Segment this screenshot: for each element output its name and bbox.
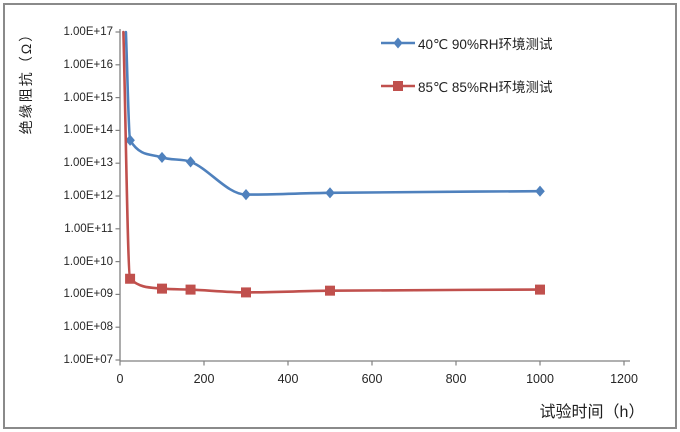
y-axis-tick-label: 1.00E+09 xyxy=(63,288,113,301)
y-axis-tick-label: 1.00E+14 xyxy=(63,124,113,137)
legend-swatch-diamond-icon xyxy=(381,37,415,49)
chart-border xyxy=(3,3,677,429)
x-axis-tick-label: 600 xyxy=(361,372,383,386)
y-axis-title: 绝缘阻抗（Ω） xyxy=(18,25,34,135)
legend-label-85c-85rh: 85℃ 85%RH环境测试 xyxy=(418,80,553,95)
series-0-marker-diamond-icon xyxy=(241,189,251,201)
series-0-marker-diamond-icon xyxy=(125,134,135,146)
series-1-marker-square-icon xyxy=(185,284,196,295)
series-1-marker-square-icon xyxy=(241,287,251,298)
x-axis-tick-label: 800 xyxy=(445,372,467,386)
series-1-marker-square-icon xyxy=(125,273,136,284)
legend-label-40c-90rh: 40℃ 90%RH环境测试 xyxy=(418,37,553,52)
series-0-marker-diamond-icon xyxy=(535,185,545,197)
legend-swatch-square-icon xyxy=(381,81,415,91)
x-axis-title: 试验时间（h） xyxy=(539,404,645,421)
y-axis-tick-label: 1.00E+15 xyxy=(63,91,113,104)
y-axis-tick-label: 1.00E+17 xyxy=(63,26,113,38)
series-0-marker-diamond-icon xyxy=(325,187,335,199)
x-axis-tick-label: 1000 xyxy=(526,372,554,386)
legend-item-85c-85rh: 85℃ 85%RH环境测试 xyxy=(380,78,553,95)
x-axis-tick-label: 400 xyxy=(277,372,299,386)
series-1-marker-square-icon xyxy=(157,283,167,294)
series-0-marker-diamond-icon xyxy=(185,156,196,168)
y-axis-tick-label: 1.00E+12 xyxy=(63,190,113,202)
legend-item-40c-90rh: 40℃ 90%RH环境测试 xyxy=(380,35,553,52)
x-axis-tick-label: 0 xyxy=(116,372,124,386)
legend: 40℃ 90%RH环境测试 85℃ 85%RH环境测试 xyxy=(380,0,580,110)
series-0-marker-diamond-icon xyxy=(157,151,167,164)
y-axis-tick-label: 1.00E+13 xyxy=(63,157,113,170)
y-axis-tick-label: 1.00E+10 xyxy=(63,255,113,268)
y-axis-tick-label: 1.00E+16 xyxy=(63,58,113,71)
x-axis-tick-label: 200 xyxy=(193,372,215,386)
y-axis-tick-label: 1.00E+07 xyxy=(63,354,113,366)
x-axis-tick-label: 1200 xyxy=(610,372,638,386)
y-axis-tick-label: 1.00E+11 xyxy=(64,222,113,235)
series-1-marker-square-icon xyxy=(325,285,335,296)
series-1-marker-square-icon xyxy=(535,284,545,295)
y-axis-tick-label: 1.00E+08 xyxy=(63,321,113,334)
